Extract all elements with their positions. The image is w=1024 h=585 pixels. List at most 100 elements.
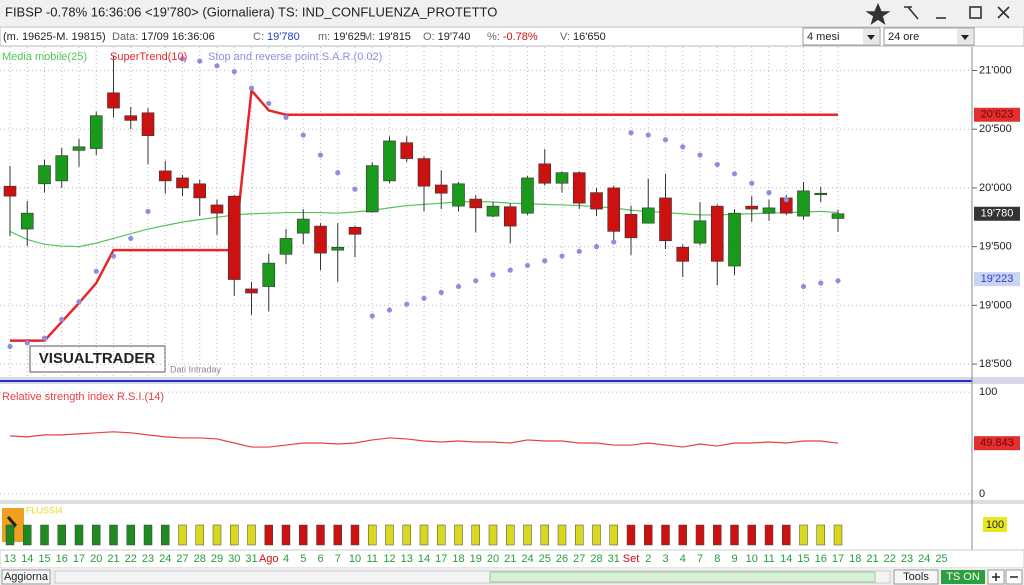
flow-bar (368, 524, 377, 546)
period-value[interactable]: 4 mesi (807, 31, 839, 43)
hours-select[interactable] (883, 27, 975, 46)
candle-body (176, 177, 189, 189)
y-tick-label: 20'000 (979, 182, 1012, 194)
tick-box (983, 517, 1007, 532)
x-tick-label: 26 (556, 553, 568, 565)
info-value: 16'650 (573, 31, 606, 43)
legend-entry: SuperTrend(10) (110, 51, 187, 63)
candle-body (797, 190, 810, 217)
sar-dot (490, 272, 496, 278)
candle-body (728, 212, 741, 267)
sar-dot (697, 152, 703, 158)
x-tick-label: 14 (780, 553, 792, 565)
flow-bar (178, 524, 187, 546)
legend-entry: Stop and reverse point S.A.R.(0.02) (208, 51, 382, 63)
flow-bar (23, 524, 32, 546)
sar-dot (611, 239, 617, 245)
maximize-button[interactable] (969, 6, 982, 19)
flow-bar (540, 524, 549, 546)
info-item: M: 19'815 (363, 31, 411, 43)
legend-entry: Media mobile(25) (2, 51, 87, 63)
tools-button[interactable] (904, 6, 919, 20)
candle-body (107, 92, 120, 109)
info-item: C: 19'780 (253, 31, 300, 43)
sar-dot (714, 161, 720, 168)
flow-bar (437, 524, 446, 546)
flow-bar (74, 524, 84, 546)
flow-bar (385, 524, 394, 546)
x-tick-label: 5 (300, 553, 306, 565)
sar-dot (800, 283, 807, 290)
flow-bar (575, 524, 584, 546)
y-tick-label: 100 (979, 386, 997, 398)
tools-button[interactable] (893, 569, 939, 585)
flow-bar (350, 524, 360, 546)
x-tick-label: 21 (866, 553, 878, 565)
flow-bar (488, 524, 498, 546)
series-line (9, 431, 839, 448)
refresh-button[interactable] (1, 569, 51, 585)
x-tick-label: 31 (245, 553, 257, 565)
x-tick-label: 9 (731, 553, 737, 565)
arrow-icon (961, 35, 969, 40)
sar-dot (386, 307, 393, 313)
x-tick-label: 6 (317, 553, 323, 565)
sar-dot (283, 114, 289, 121)
sar-dot (76, 299, 82, 305)
flow-bar (713, 524, 722, 546)
window-buttons[interactable] (865, 2, 1010, 25)
candle-body (624, 214, 638, 239)
price-label-box (974, 107, 1020, 122)
flow-bar (92, 524, 101, 546)
favorite-button[interactable] (865, 2, 891, 25)
price-label: 19'780 (981, 208, 1014, 220)
sar-dot (41, 335, 48, 341)
candle-body (762, 207, 776, 214)
sar-dot (507, 267, 513, 273)
info-value: 19'815 (378, 31, 411, 43)
sar-dot (645, 132, 651, 138)
watermark-box (29, 345, 166, 373)
scroll-thumb[interactable] (489, 571, 876, 583)
candle-body (469, 198, 483, 209)
tools-label[interactable]: Tools (903, 571, 929, 583)
x-tick-label: 25 (935, 553, 947, 565)
indicator-name: FLUSSI4 (26, 505, 63, 515)
price-label: 19'223 (981, 273, 1014, 285)
y-tick-label: 19'500 (979, 241, 1012, 253)
candle-body (383, 140, 396, 182)
close-button[interactable] (997, 6, 1010, 19)
x-tick-label: 17 (832, 553, 844, 565)
sar-dot (421, 295, 427, 301)
ts-button[interactable] (941, 570, 985, 584)
title-bar (0, 0, 1024, 26)
candle-body (296, 218, 310, 234)
candle-body (693, 220, 707, 244)
candle-body (193, 183, 207, 199)
period-select[interactable] (802, 27, 881, 46)
sar-dot (214, 63, 220, 69)
info-value: -0.78% (503, 31, 538, 43)
x-tick-label: 4 (283, 553, 289, 565)
refresh-label[interactable]: Aggiorna (4, 571, 49, 583)
sar-dot (352, 186, 358, 192)
last-value: 49.843 (980, 437, 1014, 449)
x-tick-label: 7 (697, 553, 703, 565)
sar-dot (317, 152, 324, 158)
x-tick-label: Set (623, 553, 640, 565)
last-value-box (974, 436, 1020, 451)
info-label: V: (560, 31, 570, 43)
info-item: %: -0.78% (487, 31, 538, 43)
candle-body (659, 197, 672, 242)
flow-bar (109, 524, 118, 546)
flow-bar (247, 524, 256, 546)
ts-label[interactable]: TS ON (946, 571, 980, 583)
x-tick-label: 20 (90, 553, 102, 565)
flow-bar (5, 524, 15, 546)
sar-dot (542, 258, 548, 264)
x-tick-label: 25 (539, 553, 551, 565)
flow-bar (678, 524, 687, 546)
hours-value[interactable]: 24 ore (888, 31, 919, 43)
indicator-name: Relative strength index R.S.I.(14) (2, 391, 164, 403)
